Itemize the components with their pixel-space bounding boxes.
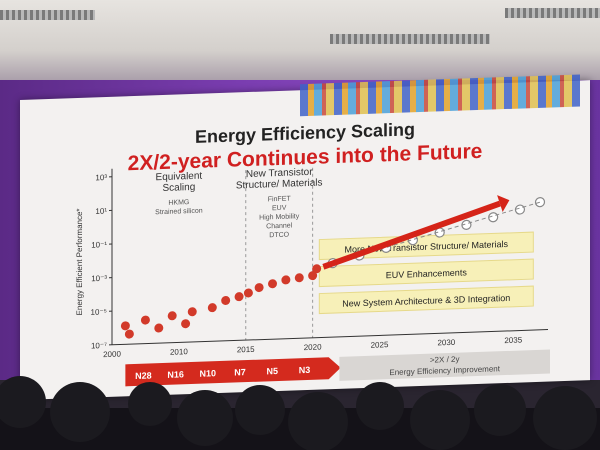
- projection-screen: Energy Efficiency Scaling 2X/2-year Cont…: [20, 74, 590, 401]
- historical-data-point: [243, 288, 253, 298]
- x-tick-label: 2010: [170, 347, 188, 357]
- era-item: EUV: [272, 205, 287, 213]
- era-item: HKMG: [168, 199, 189, 207]
- historical-data-point: [294, 273, 304, 283]
- improvement-label: >2X / 2y: [430, 355, 460, 365]
- historical-data-point: [281, 275, 291, 285]
- era-title: Scaling: [162, 182, 195, 194]
- era-item: Strained silicon: [155, 208, 203, 217]
- x-tick-label: 2000: [103, 349, 121, 359]
- x-tick-label: 2025: [371, 340, 389, 350]
- process-node-label: N10: [200, 368, 217, 379]
- historical-data-point: [312, 264, 322, 274]
- trend-arrow-shaft: [322, 200, 501, 270]
- x-tick-label: 2035: [504, 335, 522, 345]
- ceiling: [0, 0, 600, 92]
- historical-data-point: [124, 329, 134, 339]
- y-tick-label: 10⁻⁷: [91, 341, 107, 351]
- historical-data-point: [234, 292, 244, 302]
- process-node-label: N7: [234, 367, 246, 377]
- process-node-label: N5: [266, 366, 278, 376]
- y-tick-label: 10³: [95, 173, 107, 182]
- era-title: New Transistor: [246, 167, 313, 180]
- process-node-label: N3: [299, 365, 311, 375]
- ceiling-vent-right: [505, 8, 600, 18]
- roadmap-banner: [318, 258, 534, 288]
- era-title: Equivalent: [156, 171, 203, 184]
- historical-data-point: [308, 271, 318, 281]
- projected-data-point: [514, 204, 526, 215]
- ceiling-vent-center: [330, 34, 490, 44]
- historical-data-point: [140, 315, 150, 325]
- y-tick-label: 10⁻⁵: [91, 307, 107, 317]
- y-axis-label: Energy Efficient Performance*: [75, 208, 84, 315]
- process-node-label: N28: [135, 370, 152, 381]
- era-title: Structure/ Materials: [236, 177, 323, 191]
- era-item: DTCO: [269, 232, 289, 240]
- trend-arrow-head: [497, 195, 510, 213]
- era-item: Channel: [266, 222, 293, 230]
- y-tick-label: 10¹: [95, 207, 107, 216]
- x-tick-label: 2020: [304, 342, 322, 352]
- era-item: FinFET: [268, 196, 292, 204]
- projected-data-point: [534, 197, 546, 208]
- roadmap-banner: [318, 285, 534, 315]
- historical-data-point: [154, 323, 164, 333]
- historical-data-point: [268, 279, 277, 289]
- y-tick-label: 10⁻¹: [91, 240, 107, 250]
- historical-data-point: [120, 321, 130, 331]
- y-tick-label: 10⁻³: [91, 274, 107, 284]
- historical-data-point: [207, 303, 217, 313]
- historical-data-point: [181, 319, 191, 329]
- historical-data-point: [221, 295, 231, 305]
- x-tick-label: 2030: [437, 338, 455, 348]
- improvement-label: Energy Efficiency Improvement: [389, 364, 500, 377]
- audience-silhouettes: [0, 376, 600, 450]
- ceiling-vent-left: [0, 10, 95, 20]
- process-node-label: N16: [167, 369, 184, 380]
- x-tick-label: 2015: [237, 345, 255, 355]
- era-item: High Mobility: [259, 213, 300, 221]
- roadmap-banner: [318, 231, 534, 261]
- x-axis: [112, 329, 548, 346]
- roadmap-banner-label: EUV Enhancements: [386, 267, 468, 280]
- improvement-box: [339, 349, 550, 381]
- process-node-bar: [125, 357, 341, 387]
- historical-data-point: [167, 311, 177, 321]
- historical-data-point: [254, 283, 264, 293]
- historical-data-point: [187, 307, 197, 317]
